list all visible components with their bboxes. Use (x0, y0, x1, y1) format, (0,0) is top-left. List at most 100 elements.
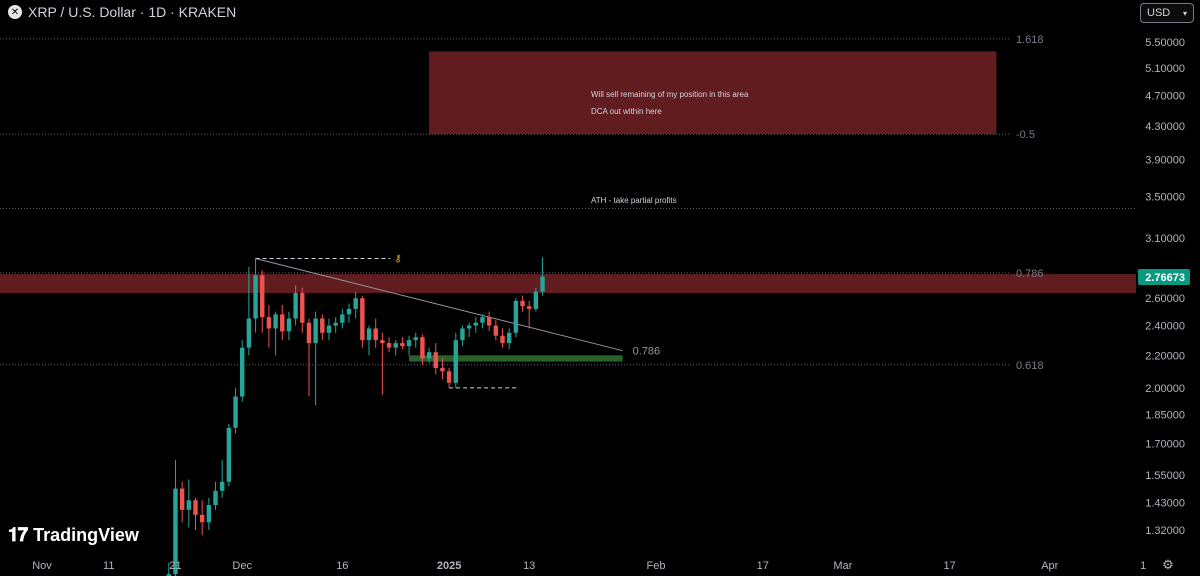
candle-body (340, 314, 345, 323)
candle-body (506, 332, 512, 344)
key-icon: ⚷ (394, 254, 401, 265)
candle-body (166, 574, 172, 576)
candle-body (373, 328, 378, 341)
x-tick-label: 16 (336, 560, 348, 572)
trendline (255, 258, 623, 352)
last-price-label: 2.76673 (1145, 272, 1185, 284)
trendline-label: 0.786 (633, 346, 661, 358)
candle-body (480, 317, 485, 323)
chart-title: XRP / U.S. Dollar · 1D · KRAKEN (28, 4, 237, 20)
candle-body (493, 325, 499, 336)
zone-resistance-band (0, 274, 1136, 293)
candle-body (179, 488, 185, 510)
candle-body (413, 337, 418, 341)
x-tick-label: 21 (169, 560, 181, 572)
candle-body (326, 325, 332, 333)
candle-body (526, 306, 532, 309)
candle-body (433, 352, 438, 368)
candle-body (500, 335, 505, 344)
last-price-badge (1138, 268, 1190, 285)
ath-note: ATH - take partial profits (591, 196, 677, 205)
candle-body (213, 490, 218, 506)
candle-body (206, 505, 212, 523)
y-tick-label: 3.10000 (1145, 233, 1185, 245)
fib-label: 0.618 (1016, 360, 1044, 372)
candle-body (466, 325, 472, 329)
candle-body (286, 318, 292, 332)
chevron-down-icon: ▾ (1182, 8, 1187, 18)
candle-body (446, 371, 452, 383)
candle-body (293, 292, 298, 319)
candle-body (320, 318, 325, 333)
y-tick-label: 1.70000 (1145, 438, 1185, 450)
tradingview-logo: 𝟏𝟕 TradingView (8, 524, 139, 546)
candle-body (353, 298, 358, 309)
candle-body (513, 300, 519, 333)
candle-body (240, 347, 245, 397)
candle-body (400, 343, 405, 347)
x-logo-icon: ✕ (8, 5, 22, 19)
candle-body (193, 500, 198, 515)
candle-body (440, 367, 445, 372)
x-tick-label: 1 (1140, 560, 1146, 572)
x-tick-label: 11 (103, 560, 114, 572)
candle-body (366, 328, 372, 341)
y-tick-label: 3.90000 (1145, 155, 1185, 167)
candle-body (186, 500, 192, 510)
y-tick-label: 5.10000 (1145, 63, 1185, 75)
fib-label: 1.618 (1016, 34, 1044, 46)
y-tick-label: 1.85000 (1145, 410, 1185, 422)
tradingview-mark-icon: 𝟏𝟕 (8, 524, 28, 546)
currency-selector[interactable]: USD ▾ (1140, 3, 1194, 23)
chart-header: ✕ XRP / U.S. Dollar · 1D · KRAKEN (8, 4, 236, 20)
candle-body (333, 322, 338, 326)
x-tick-label: 13 (523, 560, 535, 572)
y-tick-label: 3.50000 (1145, 192, 1185, 204)
x-tick-label: Nov (32, 560, 52, 572)
y-tick-label: 2.40000 (1145, 321, 1185, 333)
y-tick-label: 1.32000 (1145, 525, 1185, 537)
candle-body (199, 514, 205, 523)
x-tick-label: 17 (757, 560, 769, 572)
y-tick-label: 5.50000 (1145, 37, 1185, 49)
y-tick-label: 4.70000 (1145, 91, 1185, 103)
candle-body (360, 298, 365, 341)
x-tick-label: 2025 (437, 560, 461, 572)
candle-body (233, 396, 238, 428)
zone-sell-zone (429, 51, 997, 135)
y-tick-label: 2.20000 (1145, 350, 1185, 362)
y-tick-label: 1.55000 (1145, 470, 1185, 482)
candle-body (426, 352, 432, 359)
zone-support-band (409, 355, 623, 362)
zone-note: Will sell remaining of my position in th… (591, 90, 749, 99)
candle-body (173, 488, 178, 575)
candle-body (533, 291, 539, 309)
candle-body (486, 317, 492, 326)
x-tick-label: 17 (944, 560, 956, 572)
candle-body (393, 343, 398, 348)
candle-body (266, 317, 272, 329)
candle-body (386, 343, 392, 348)
candle-body (460, 328, 465, 341)
x-tick-label: Feb (647, 560, 666, 572)
brand-name: TradingView (33, 524, 139, 545)
candle-body (253, 275, 258, 319)
candle-body (380, 340, 385, 344)
y-tick-label: 2.00000 (1145, 383, 1185, 395)
candle-body (273, 314, 278, 329)
x-tick-label: Mar (833, 560, 852, 572)
zone-note: DCA out within here (591, 107, 662, 116)
gear-icon[interactable]: ⚙ (1162, 557, 1174, 572)
candle-body (540, 276, 545, 292)
candle-body (300, 292, 305, 323)
fib-label: -0.5 (1016, 129, 1035, 141)
y-tick-label: 2.60000 (1145, 293, 1185, 305)
candle-body (313, 318, 318, 344)
candle-body (306, 322, 312, 344)
currency-value: USD (1147, 7, 1171, 19)
candle-body (226, 427, 232, 482)
fib-label: 0.786 (1016, 268, 1044, 280)
y-tick-label: 4.30000 (1145, 121, 1185, 133)
candle-body (420, 337, 425, 359)
